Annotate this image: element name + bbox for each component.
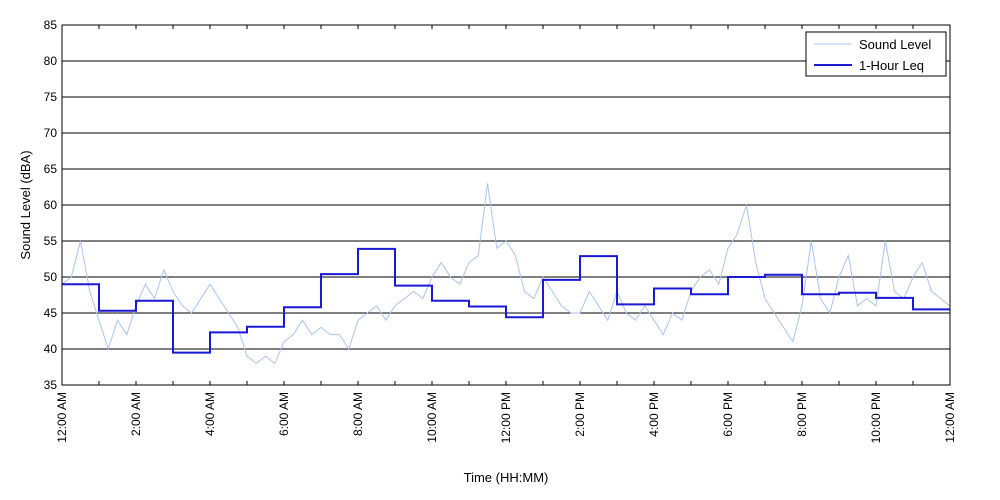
y-tick-label: 40 — [44, 342, 58, 356]
series-line-sound-level — [61, 183, 951, 365]
x-tick-label: 6:00 PM — [721, 392, 735, 437]
series-line-1-hour-leq — [62, 247, 950, 354]
legend-box — [805, 31, 947, 77]
x-tick-label: 4:00 PM — [647, 392, 661, 437]
y-axis-title: Sound Level (dBA) — [18, 150, 33, 259]
x-tick-label: 12:00 AM — [943, 392, 957, 443]
x-tick-label: 8:00 AM — [351, 392, 365, 436]
y-tick-label: 85 — [44, 18, 58, 32]
y-tick-label: 60 — [44, 198, 58, 212]
y-tick-label: 35 — [44, 378, 58, 392]
y-axis-ticks: 35 40 45 50 55 60 65 70 75 80 85 — [44, 18, 950, 392]
y-tick-label: 50 — [44, 270, 58, 284]
x-axis-title: Time (HH:MM) — [464, 470, 549, 485]
y-tick-label: 75 — [44, 90, 58, 104]
y-tick-label: 65 — [44, 162, 58, 176]
plot-area — [61, 183, 951, 365]
y-tick-label: 55 — [44, 234, 58, 248]
legend-label-1-hour-leq: 1-Hour Leq — [859, 58, 924, 73]
x-tick-label: 12:00 PM — [499, 392, 513, 443]
x-tick-label: 8:00 PM — [795, 392, 809, 437]
x-axis-ticks: 12:00 AM 2:00 AM 4:00 AM 6:00 AM 8:00 AM 10:0… — [55, 25, 957, 443]
x-tick-label: 10:00 AM — [425, 392, 439, 443]
gridlines — [62, 60, 950, 350]
x-tick-label: 2:00 AM — [129, 392, 143, 436]
y-tick-label: 45 — [44, 306, 58, 320]
x-tick-label: 10:00 PM — [869, 392, 883, 443]
legend: Sound Level 1-Hour Leq — [805, 31, 947, 77]
x-tick-label: 6:00 AM — [277, 392, 291, 436]
y-tick-label: 70 — [44, 126, 58, 140]
y-tick-label: 80 — [44, 54, 58, 68]
legend-label-sound-level: Sound Level — [859, 37, 931, 52]
x-tick-label: 2:00 PM — [573, 392, 587, 437]
x-tick-label: 12:00 AM — [55, 392, 69, 443]
x-tick-label: 4:00 AM — [203, 392, 217, 436]
